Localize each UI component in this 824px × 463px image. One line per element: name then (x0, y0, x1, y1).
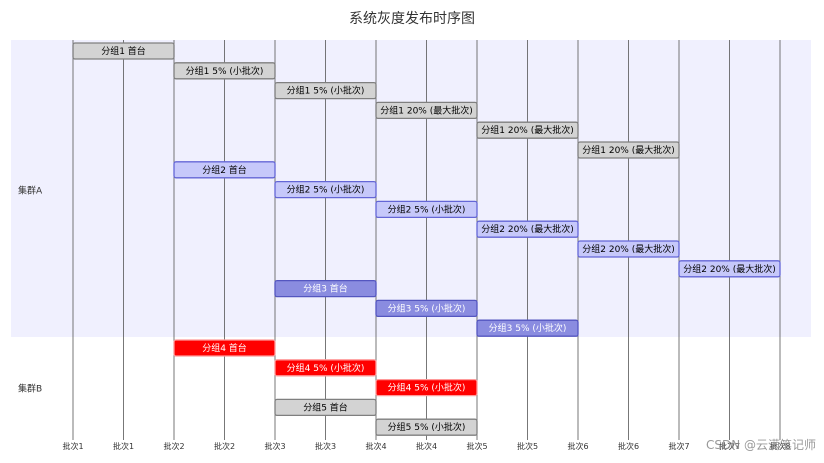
task-bar: 分组5 首台 (274, 398, 377, 417)
task-bar: 分组1 20% (最大批次) (375, 101, 478, 120)
task-label: 分组1 20% (最大批次) (380, 104, 472, 116)
task-label: 分组2 20% (最大批次) (481, 223, 573, 235)
task-bar: 分组2 首台 (173, 161, 276, 179)
task-bar: 分组5 5% (小批次) (375, 418, 478, 436)
section-label: 集群B (18, 383, 42, 395)
x-tick-label: 批次3 (315, 441, 336, 451)
x-tick-label: 批次6 (567, 441, 588, 451)
task-bar: 分组2 5% (小批次) (274, 180, 377, 199)
task-label: 分组2 20% (最大批次) (582, 243, 674, 255)
task-label: 分组4 首台 (202, 342, 247, 354)
task-bar: 分组2 20% (最大批次) (678, 260, 781, 278)
task-bar: 分组3 5% (小批次) (476, 319, 579, 337)
task-bar: 分组1 首台 (72, 42, 175, 60)
task-label: 分组2 5% (小批次) (388, 203, 466, 215)
task-bar: 分组4 首台 (173, 339, 276, 357)
x-tick-label: 批次1 (113, 441, 134, 451)
task-label: 分组1 5% (小批次) (186, 65, 264, 77)
task-bar: 分组1 5% (小批次) (274, 81, 377, 100)
task-label: 分组1 首台 (101, 45, 146, 57)
task-bar: 分组4 5% (小批次) (274, 359, 377, 377)
task-bar: 分组2 20% (最大批次) (476, 220, 579, 238)
chart-title: 系统灰度发布时序图 (349, 11, 475, 27)
x-tick-label: 批次7 (668, 441, 689, 451)
watermark: CSDN @云满笔记师 (705, 438, 816, 452)
task-label: 分组3 首台 (303, 283, 348, 295)
task-bar: 分组1 20% (最大批次) (476, 121, 579, 139)
x-tick-label: 批次6 (618, 441, 639, 451)
x-tick-label: 批次3 (264, 441, 285, 451)
x-tick-label: 批次5 (466, 441, 487, 451)
task-label: 分组1 20% (最大批次) (582, 144, 674, 156)
task-label: 分组1 20% (最大批次) (481, 124, 573, 136)
task-label: 分组5 首台 (303, 401, 348, 413)
task-label: 分组1 5% (小批次) (287, 85, 365, 97)
task-bar: 分组2 5% (小批次) (375, 200, 478, 219)
task-label: 分组4 5% (小批次) (388, 382, 466, 394)
task-label: 分组3 5% (小批次) (489, 322, 567, 334)
task-bar: 分组3 首台 (274, 279, 377, 298)
task-bar: 分组2 20% (最大批次) (577, 240, 680, 258)
task-label: 分组3 5% (小批次) (388, 302, 466, 314)
x-tick-label: 批次7 (719, 441, 740, 451)
x-tick-label: 批次4 (365, 441, 386, 451)
x-tick-label: 批次2 (214, 441, 235, 451)
task-bar: 分组1 20% (最大批次) (577, 141, 680, 159)
x-tick-label: 批次2 (163, 441, 184, 451)
section-label: 集群A (18, 185, 43, 197)
task-label: 分组5 5% (小批次) (388, 421, 466, 433)
task-label: 分组2 首台 (202, 164, 247, 176)
task-bar: 分组4 5% (小批次) (375, 378, 478, 397)
task-bar: 分组3 5% (小批次) (375, 299, 478, 318)
x-tick-label: 批次4 (416, 441, 437, 451)
section-background (11, 40, 811, 339)
x-tick-label: 批次8 (769, 441, 790, 451)
x-tick-label: 批次5 (517, 441, 538, 451)
x-tick-label: 批次1 (62, 441, 83, 451)
task-label: 分组2 5% (小批次) (287, 184, 365, 196)
task-label: 分组2 20% (最大批次) (683, 263, 775, 275)
task-bar: 分组1 5% (小批次) (173, 62, 276, 80)
task-label: 分组4 5% (小批次) (287, 362, 365, 374)
